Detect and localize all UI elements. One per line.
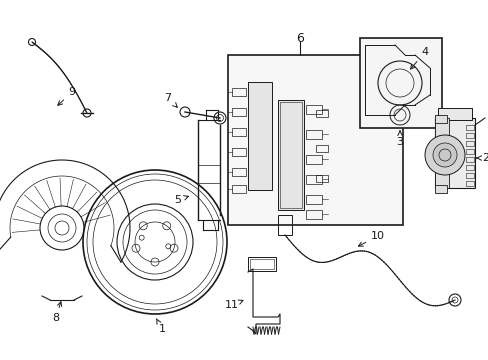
Bar xyxy=(465,173,473,178)
Text: 1: 1 xyxy=(156,319,165,334)
Bar xyxy=(465,125,473,130)
Bar xyxy=(359,38,441,128)
Bar xyxy=(247,82,271,190)
Bar xyxy=(465,149,473,154)
Bar xyxy=(434,185,446,193)
Bar xyxy=(437,108,471,120)
Bar xyxy=(231,88,245,96)
Text: 7: 7 xyxy=(164,93,177,107)
Bar xyxy=(278,215,291,235)
Bar xyxy=(305,105,321,114)
Circle shape xyxy=(424,135,464,175)
Bar xyxy=(305,155,321,164)
Text: 8: 8 xyxy=(52,302,61,323)
Text: 10: 10 xyxy=(358,231,384,246)
Bar xyxy=(231,148,245,156)
Text: 11: 11 xyxy=(224,300,243,310)
Bar xyxy=(434,118,448,188)
Bar xyxy=(465,157,473,162)
Text: 6: 6 xyxy=(295,31,304,45)
Bar xyxy=(465,181,473,186)
Bar xyxy=(280,102,302,208)
Bar xyxy=(434,115,446,123)
Bar xyxy=(305,130,321,139)
Bar xyxy=(247,257,275,271)
Bar xyxy=(434,118,474,188)
Bar xyxy=(305,175,321,184)
Bar xyxy=(315,110,327,117)
Bar xyxy=(315,145,327,152)
Bar xyxy=(305,210,321,219)
Bar xyxy=(231,168,245,176)
Text: 2: 2 xyxy=(476,153,488,163)
Text: 9: 9 xyxy=(58,87,76,105)
Text: 3: 3 xyxy=(396,131,403,147)
Bar xyxy=(227,55,402,225)
Bar xyxy=(278,100,304,210)
Text: 4: 4 xyxy=(409,47,427,69)
Bar xyxy=(249,259,273,269)
Circle shape xyxy=(432,143,456,167)
Text: 5: 5 xyxy=(174,195,188,205)
Bar xyxy=(465,141,473,146)
Bar xyxy=(305,195,321,204)
Bar xyxy=(231,128,245,136)
Bar xyxy=(231,108,245,116)
Bar xyxy=(465,133,473,138)
Bar xyxy=(315,175,327,182)
Bar xyxy=(465,165,473,170)
Bar xyxy=(231,185,245,193)
